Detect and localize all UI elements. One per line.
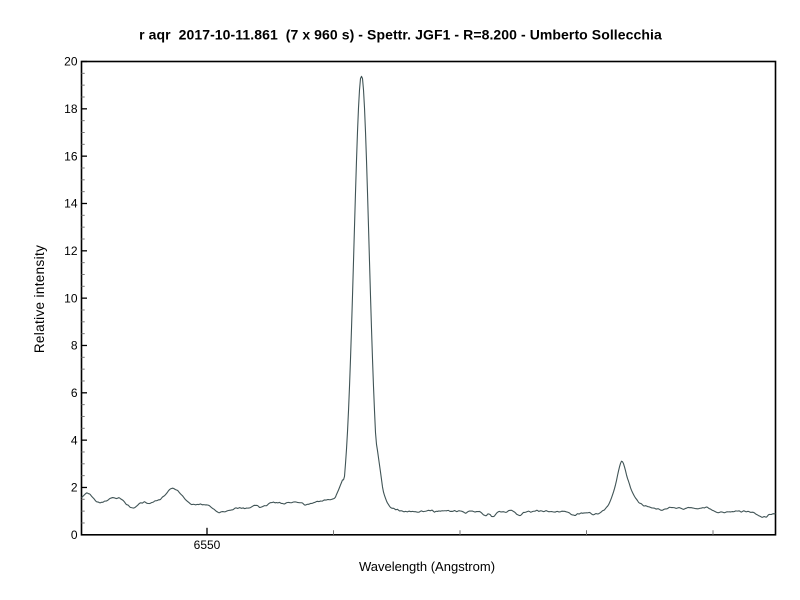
svg-text:2: 2	[71, 481, 78, 495]
svg-text:r aqr 2017-10-11.861 (7 x 96: r aqr 2017-10-11.861 (7 x 960 s) - Spett…	[139, 27, 662, 43]
svg-text:16: 16	[64, 149, 78, 163]
svg-text:6550: 6550	[194, 538, 221, 552]
svg-text:4: 4	[71, 433, 78, 447]
svg-text:6: 6	[71, 386, 78, 400]
svg-text:10: 10	[64, 291, 78, 305]
svg-text:Relative intensity: Relative intensity	[32, 245, 47, 353]
svg-text:20: 20	[64, 55, 78, 69]
svg-text:18: 18	[64, 102, 78, 116]
svg-text:12: 12	[64, 244, 78, 258]
svg-text:Wavelength (Angstrom): Wavelength (Angstrom)	[359, 559, 495, 574]
svg-text:8: 8	[71, 339, 78, 353]
svg-text:0: 0	[71, 528, 78, 542]
svg-text:14: 14	[64, 197, 78, 211]
